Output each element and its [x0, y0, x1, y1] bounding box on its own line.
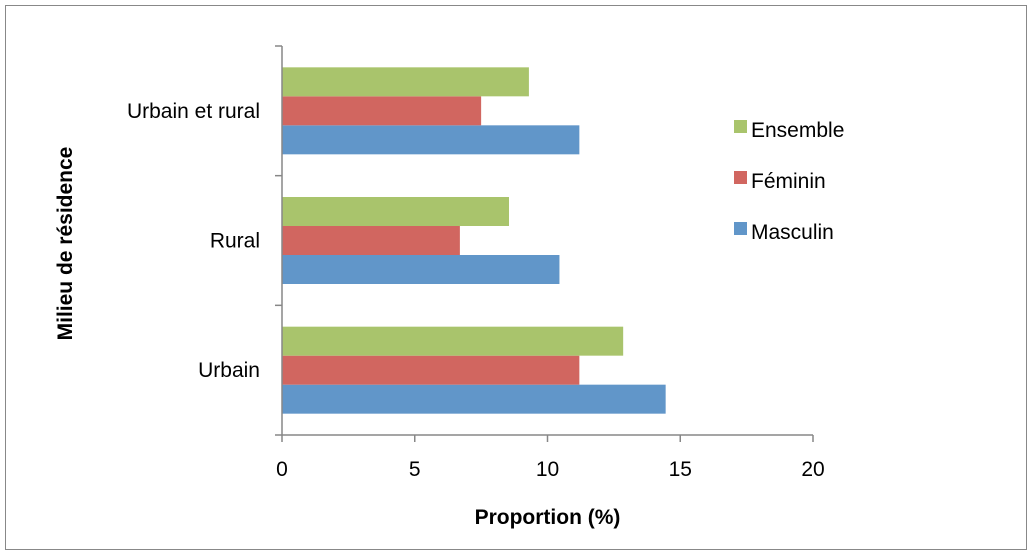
x-tick-label: 20: [801, 458, 824, 481]
bar-masculin-urbain-et-rural: [282, 125, 579, 154]
legend: Ensemble Féminin Masculin: [734, 119, 844, 244]
x-tick-label: 10: [536, 458, 559, 481]
bar-fminin-rural: [282, 226, 460, 255]
y-category-label: Rural: [210, 230, 260, 253]
y-axis-title: Milieu de résidence: [54, 147, 77, 341]
bars-layer: [282, 67, 666, 413]
bar-ensemble-urbain: [282, 327, 623, 356]
legend-label: Ensemble: [751, 119, 844, 142]
x-tick-label: 5: [409, 458, 421, 481]
legend-label: Masculin: [751, 221, 834, 244]
x-tick-label: 0: [276, 458, 288, 481]
bar-masculin-urbain: [282, 385, 666, 414]
legend-swatch-masculin: [734, 222, 747, 235]
bar-ensemble-rural: [282, 197, 509, 226]
legend-label: Féminin: [751, 170, 826, 193]
bar-ensemble-urbain-et-rural: [282, 67, 529, 96]
legend-swatch-ensemble: [734, 120, 747, 133]
y-category-label: Urbain et rural: [127, 100, 260, 123]
bar-fminin-urbain: [282, 356, 579, 385]
legend-swatch-fminin: [734, 171, 747, 184]
bar-masculin-rural: [282, 255, 559, 284]
bar-fminin-urbain-et-rural: [282, 96, 481, 125]
x-tick-label: 15: [669, 458, 692, 481]
y-category-label: Urbain: [198, 359, 260, 382]
x-axis-title: Proportion (%): [475, 506, 621, 529]
